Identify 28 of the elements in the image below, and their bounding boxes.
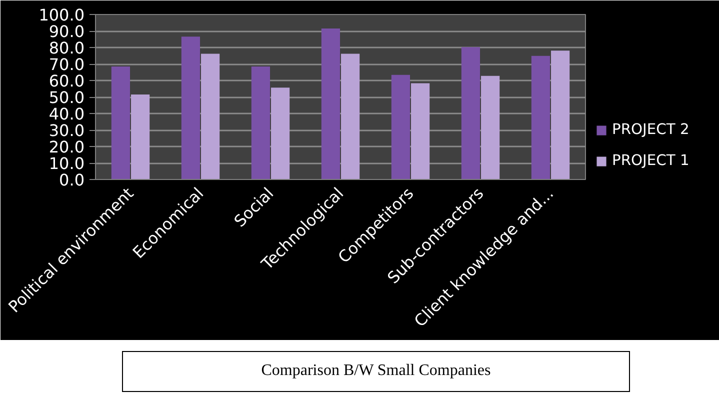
bar [531,56,550,180]
text: Comparison B/W Small Companies [122,351,630,392]
y-tick-label: 80.0 [48,38,84,58]
bar [130,94,150,180]
bar [270,88,290,180]
y-tick-label: 0.0 [59,170,85,190]
bar [550,50,570,180]
bar [200,54,220,180]
bar [410,83,430,180]
y-tick-label: 30.0 [48,121,84,140]
y-tick-label: 50.0 [48,88,84,107]
legend-label: PROJECT 2 [612,121,690,138]
bar [461,47,480,180]
bar [321,28,340,180]
y-tick-label: 10.0 [48,154,84,173]
y-tick-label: 70.0 [48,55,84,74]
bar [181,36,200,180]
y-tick-label: 90.0 [48,22,84,41]
bar [111,66,130,180]
y-tick-label: 60.0 [48,72,84,90]
y-tick-label: 40.0 [48,104,84,124]
bar [340,54,360,180]
bar [251,66,270,180]
bar [391,74,410,180]
bar [480,76,500,180]
y-tick-label: 20.0 [48,138,84,156]
legend-label: PROJECT 1 [612,152,690,169]
y-tick-label: 100.0 [38,6,85,24]
